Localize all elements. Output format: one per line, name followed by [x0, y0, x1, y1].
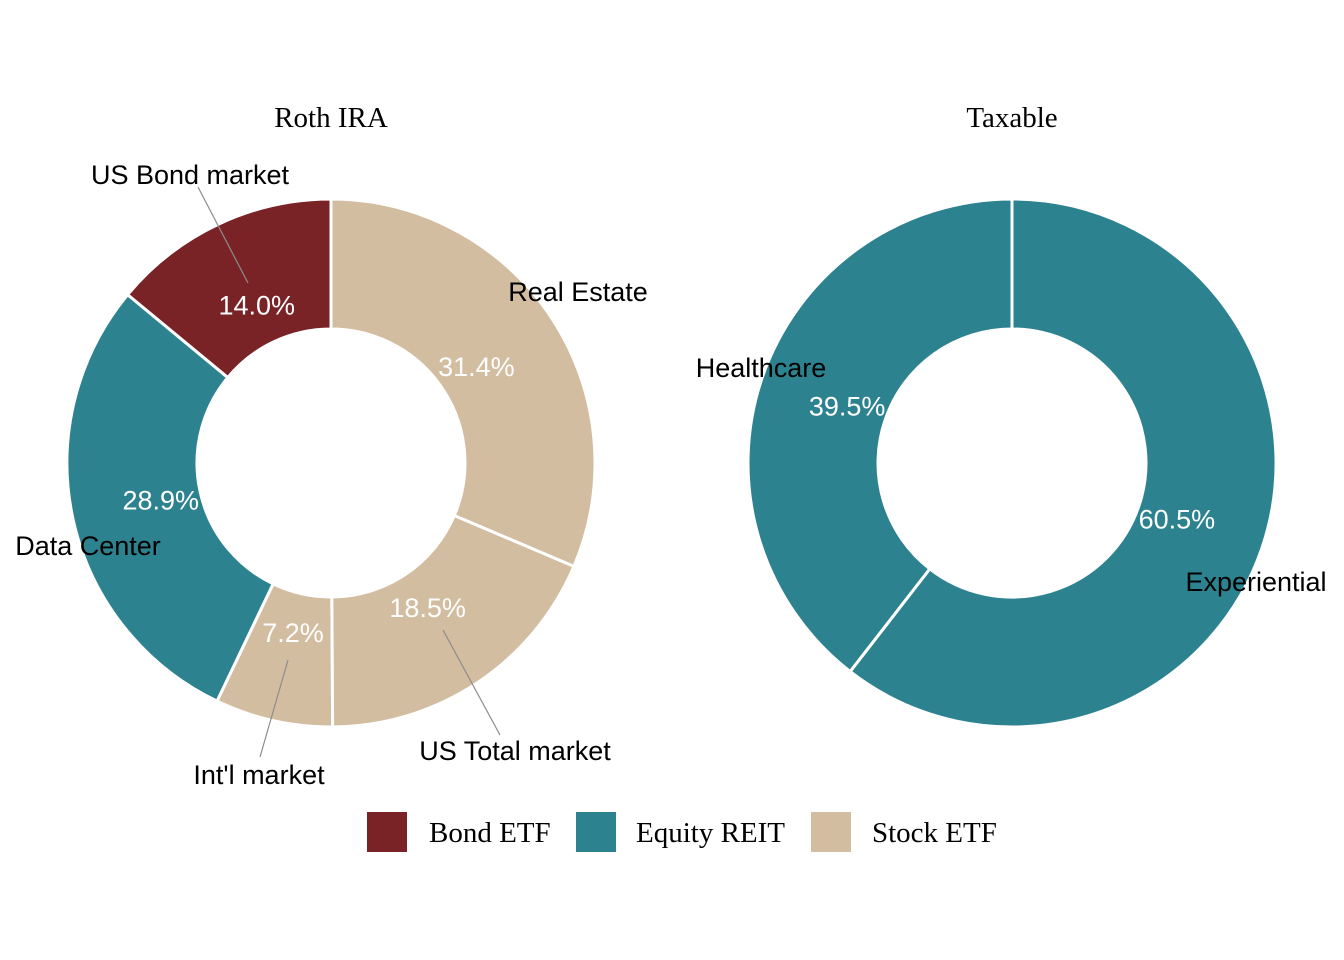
taxable-slices [746, 197, 1278, 729]
legend: Bond ETF Equity REIT Stock ETF [367, 812, 997, 852]
slice-label-int-l-market: Int'l market [193, 760, 325, 790]
leader-line-us-bond-market [197, 186, 249, 284]
slice-label-data-center: Data Center [15, 531, 161, 561]
slice-data-center [65, 292, 276, 704]
slice-label-healthcare: Healthcare [696, 353, 827, 383]
slice-real-estate [329, 197, 597, 569]
taxable-panel: Taxable 39.5% 60.5% Healthcare Experientia… [696, 102, 1327, 729]
percent-label-healthcare: 39.5% [809, 392, 886, 422]
legend-swatch-stock-etf [811, 812, 851, 852]
legend-label-equity-reit: Equity REIT [636, 817, 785, 849]
leader-line-us-total-market [442, 629, 501, 736]
slice-us-bond-market [125, 197, 333, 380]
legend-swatch-equity-reit [576, 812, 616, 852]
panel-title-roth-ira: Roth IRA [274, 102, 388, 134]
percent-label-int-l-market: 7.2% [262, 618, 324, 648]
taxable-percent-labels: 39.5% 60.5% [809, 392, 1215, 535]
legend-swatch-bond-etf [367, 812, 407, 852]
roth-ira-leader-lines [197, 186, 501, 758]
roth-ira-panel: Roth IRA 14.0% 28.9% 7.2% 18.5% 31.4% US Bon… [15, 102, 648, 790]
legend-label-stock-etf: Stock ETF [872, 817, 997, 849]
roth-ira-percent-labels: 14.0% 28.9% 7.2% 18.5% 31.4% [122, 290, 514, 648]
roth-ira-slice-labels: US Bond market Data Center Int'l market US … [15, 160, 648, 790]
legend-label-bond-etf: Bond ETF [429, 817, 551, 849]
slice-label-experiential: Experiential [1185, 567, 1326, 597]
slice-label-us-total-market: US Total market [419, 736, 611, 766]
slice-experiential [848, 197, 1278, 729]
percent-label-real-estate: 31.4% [438, 352, 515, 382]
percent-label-data-center: 28.9% [122, 485, 199, 515]
slice-label-us-bond-market: US Bond market [91, 160, 290, 190]
percent-label-experiential: 60.5% [1139, 504, 1216, 534]
percent-label-us-bond-market: 14.0% [219, 290, 296, 320]
slice-healthcare [746, 197, 1014, 674]
panel-title-taxable: Taxable [966, 102, 1057, 134]
slice-label-real-estate: Real Estate [508, 277, 648, 307]
slice-us-total-market [330, 513, 576, 729]
roth-ira-slices [65, 197, 597, 729]
taxable-slice-labels: Healthcare Experiential [696, 353, 1327, 597]
leader-line-int-l-market [259, 659, 289, 758]
percent-label-us-total-market: 18.5% [389, 593, 466, 623]
